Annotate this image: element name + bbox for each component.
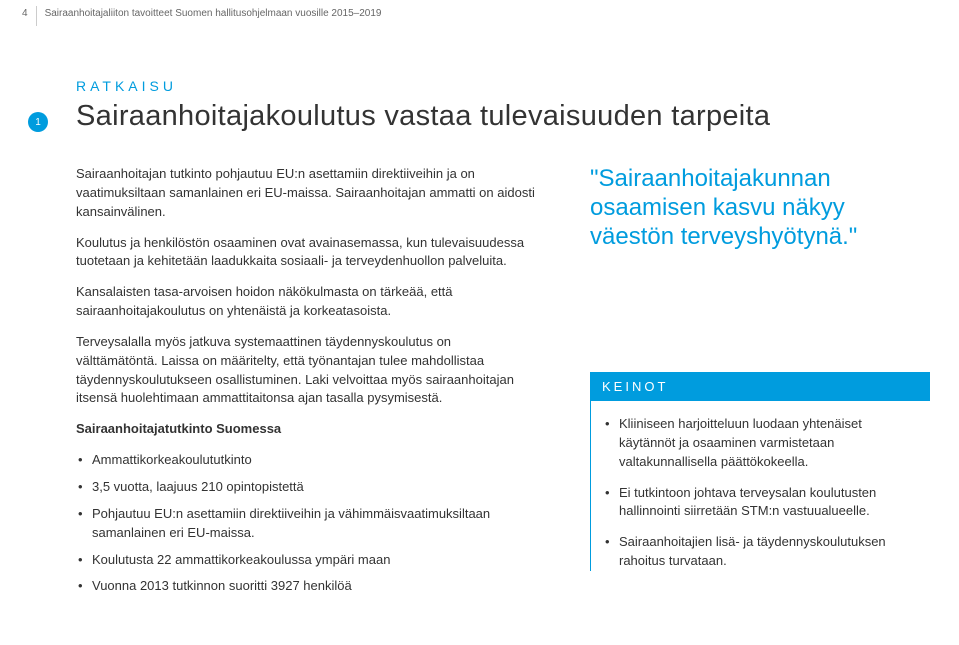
body-subhead: Sairaanhoitajatutkinto Suomessa [76,420,536,439]
body-paragraph: Sairaanhoitajan tutkinto pohjautuu EU:n … [76,165,536,222]
running-header: 4 Sairaanhoitajaliiton tavoitteet Suomen… [22,8,381,26]
list-item: 3,5 vuotta, laajuus 210 opintopistettä [76,478,536,497]
page-number: 4 [22,8,28,19]
body-paragraph: Kansalaisten tasa-arvoisen hoidon näköku… [76,283,536,321]
list-item: Ei tutkintoon johtava terveysalan koulut… [605,484,920,522]
keinot-body: Kliiniseen harjoitteluun luodaan yhtenäi… [590,401,930,571]
keinot-heading: KEINOT [590,372,930,401]
list-item: Pohjautuu EU:n asettamiin direktiiveihin… [76,505,536,543]
facts-list: Ammattikorkeakoulututkinto 3,5 vuotta, l… [76,451,536,596]
keinot-panel: KEINOT Kliiniseen harjoitteluun luodaan … [590,372,930,583]
body-paragraph: Koulutus ja henkilöstön osaaminen ovat a… [76,234,536,272]
list-item: Sairaanhoitajien lisä- ja täydennyskoulu… [605,533,920,571]
eyebrow-label: RATKAISU [76,78,177,94]
header-divider [36,6,37,26]
body-paragraph: Terveysalalla myös jatkuva systemaattine… [76,333,536,408]
pull-quote: "Sairaanhoitajakunnan osaamisen kasvu nä… [590,165,930,251]
list-item: Vuonna 2013 tutkinnon suoritti 3927 henk… [76,577,536,596]
page-title: Sairaanhoitajakoulutus vastaa tulevaisuu… [76,100,770,133]
list-item: Ammattikorkeakoulututkinto [76,451,536,470]
list-item: Koulutusta 22 ammattikorkeakoulussa ympä… [76,551,536,570]
section-number-badge: 1 [28,112,48,132]
list-item: Kliiniseen harjoitteluun luodaan yhtenäi… [605,415,920,472]
body-column: Sairaanhoitajan tutkinto pohjautuu EU:n … [76,165,536,604]
running-head-text: Sairaanhoitajaliiton tavoitteet Suomen h… [45,8,382,19]
